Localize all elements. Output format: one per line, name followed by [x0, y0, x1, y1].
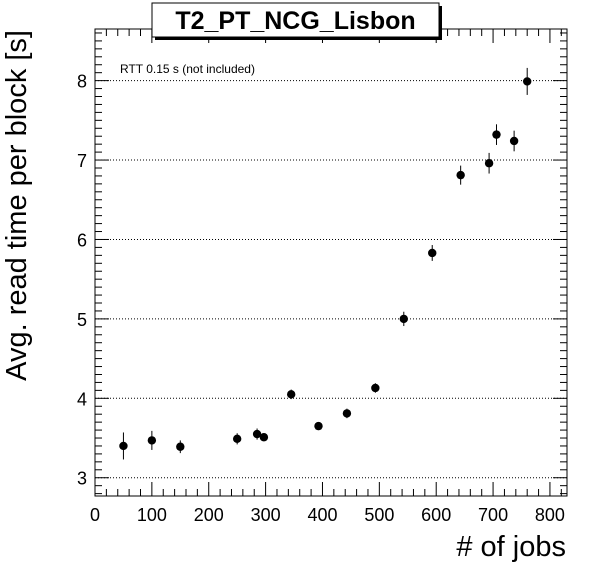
- data-point: [314, 421, 323, 431]
- data-point: [492, 124, 501, 145]
- x-tick-label: 400: [307, 505, 337, 525]
- data-point: [176, 440, 185, 454]
- chart-title: T2_PT_NCG_Lisbon: [175, 7, 415, 35]
- data-point: [342, 408, 352, 419]
- point-marker: [371, 383, 380, 393]
- data-point: [252, 428, 262, 440]
- x-tick-label: 600: [421, 505, 451, 525]
- data-point: [119, 432, 128, 460]
- point-marker: [522, 77, 532, 86]
- point-marker: [509, 136, 519, 146]
- y-tick-label: 4: [77, 389, 87, 409]
- y-tick-label: 3: [77, 469, 87, 489]
- data-point: [399, 311, 408, 327]
- point-marker: [176, 442, 185, 451]
- y-tick-label: 7: [77, 151, 87, 171]
- point-marker: [232, 434, 242, 444]
- y-tick-label: 6: [77, 230, 87, 250]
- point-marker: [492, 130, 501, 139]
- data-point: [509, 130, 519, 152]
- data-point: [259, 433, 269, 442]
- point-marker: [147, 436, 157, 445]
- point-marker: [314, 421, 323, 431]
- x-tick-label: 800: [535, 505, 565, 525]
- data-point: [522, 67, 532, 95]
- x-tick-label: 700: [478, 505, 508, 525]
- x-tick-label: 100: [137, 505, 167, 525]
- point-marker: [252, 429, 262, 439]
- point-marker: [119, 441, 128, 451]
- tick-labels: 0 100 200 300 400 500 600 700 800 3 4 5 6 7 8: [77, 72, 565, 525]
- point-marker: [428, 248, 437, 258]
- x-tick-label: 300: [251, 505, 281, 525]
- point-marker: [259, 433, 269, 442]
- x-tick-label: 500: [364, 505, 394, 525]
- point-marker: [456, 170, 465, 180]
- y-tick-label: 5: [77, 310, 87, 330]
- data-point: [147, 430, 157, 450]
- annotation-text: RTT 0.15 s (not included): [120, 62, 255, 76]
- point-marker: [484, 159, 494, 168]
- data-point: [232, 433, 242, 445]
- title-box: T2_PT_NCG_Lisbon: [151, 2, 442, 40]
- y-axis-title: Avg. read time per block [s]: [1, 30, 33, 381]
- data-point: [484, 152, 494, 174]
- x-tick-label: 200: [194, 505, 224, 525]
- y-tick-label: 8: [77, 72, 87, 92]
- data-point: [371, 383, 380, 393]
- data-point: [456, 165, 465, 185]
- point-marker: [342, 409, 352, 418]
- point-marker: [399, 314, 408, 324]
- data-point: [286, 389, 296, 400]
- data-points: [119, 67, 532, 460]
- point-marker: [286, 390, 296, 399]
- data-point: [428, 245, 437, 261]
- x-axis-title: # of jobs: [456, 531, 566, 563]
- x-tick-label: 0: [90, 505, 100, 525]
